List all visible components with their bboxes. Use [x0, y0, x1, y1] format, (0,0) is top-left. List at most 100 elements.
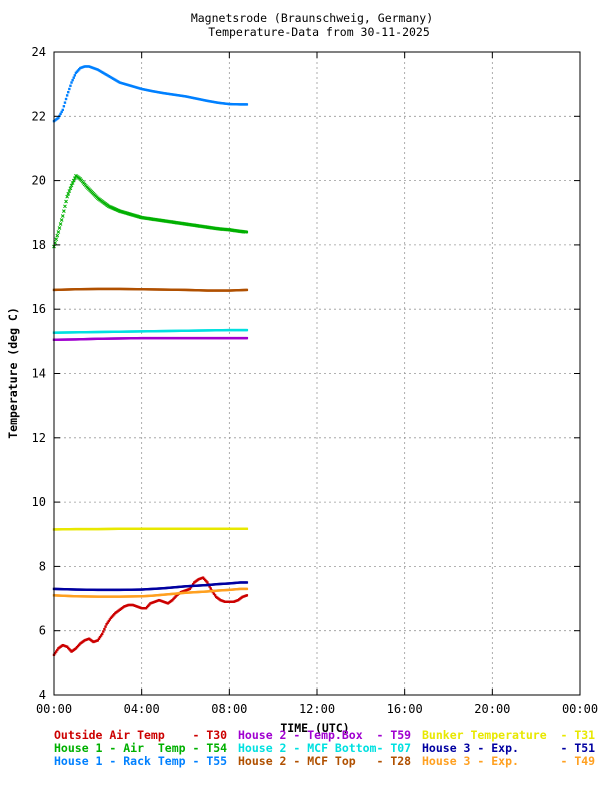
series-T30	[52, 576, 249, 657]
y-tick-label: 6	[39, 624, 46, 638]
data-point	[63, 101, 67, 104]
data-point	[102, 630, 105, 633]
data-point	[245, 328, 249, 332]
data-point	[76, 644, 80, 648]
data-point	[201, 576, 205, 579]
data-point	[107, 619, 110, 623]
data-point	[245, 336, 249, 340]
data-point	[71, 78, 74, 82]
data-point	[113, 613, 116, 616]
data-point	[67, 189, 72, 193]
data-point	[72, 76, 75, 79]
data-point	[67, 90, 70, 94]
series-T59	[52, 336, 249, 341]
data-point	[110, 615, 114, 618]
data-point	[54, 237, 59, 242]
data-point	[55, 233, 60, 238]
legend-entry: House 1 - Air Temp - T54	[54, 741, 227, 755]
data-point	[174, 595, 177, 598]
data-point	[108, 618, 112, 621]
data-point	[65, 94, 69, 97]
data-point	[173, 596, 176, 599]
data-point	[202, 577, 206, 581]
legend-entry: House 2 - Temp.Box - T59	[238, 728, 411, 742]
data-point	[105, 623, 108, 626]
data-point	[57, 116, 60, 120]
data-point	[54, 650, 58, 653]
data-point	[59, 218, 64, 222]
data-point	[109, 616, 113, 620]
legend-entry: Outside Air Temp - T30	[54, 728, 227, 742]
y-tick-label: 24	[32, 45, 46, 59]
data-point	[101, 632, 104, 636]
data-point	[245, 581, 249, 584]
data-point	[71, 178, 76, 183]
y-tick-label: 20	[32, 174, 46, 188]
data-point	[245, 527, 249, 530]
data-point	[62, 105, 66, 108]
data-point	[69, 649, 72, 652]
data-point	[64, 199, 68, 204]
y-tick-label: 18	[32, 238, 46, 252]
data-point	[98, 635, 102, 639]
data-point	[53, 652, 57, 655]
data-point	[74, 71, 78, 75]
x-tick-label: 20:00	[474, 702, 510, 716]
data-point	[60, 214, 65, 218]
data-point	[74, 647, 78, 650]
data-point	[63, 204, 67, 209]
data-point	[67, 646, 70, 650]
data-point	[75, 70, 79, 73]
legend-entry: Bunker Temperature - T31	[422, 728, 595, 742]
series-T54	[52, 173, 249, 249]
x-tick-label: 16:00	[387, 702, 423, 716]
data-point	[245, 594, 249, 597]
data-point	[56, 648, 59, 652]
data-point	[204, 578, 207, 582]
data-point	[96, 639, 100, 642]
y-tick-label: 14	[32, 367, 46, 381]
x-tick-label: 04:00	[124, 702, 160, 716]
data-point	[188, 587, 192, 591]
data-point	[73, 74, 77, 77]
data-point	[97, 637, 101, 640]
data-point	[70, 181, 75, 185]
x-axis-label: TIME (UTC)	[280, 721, 349, 735]
data-point	[209, 587, 212, 590]
legend-entry: House 2 - MCF Bottom- T07	[238, 741, 411, 755]
gridlines	[54, 52, 580, 695]
y-tick-label: 22	[32, 109, 46, 123]
y-axis-ticks: 4 6 8 10 12 14 16 18 20 22 24	[32, 45, 580, 702]
legend-entry: House 2 - MCF Top - T28	[238, 754, 411, 768]
series-T49	[52, 587, 249, 598]
data-point	[65, 645, 69, 648]
x-axis-ticks: 00:00 04:00 08:00 12:00 16:00 20:00 00:00	[36, 52, 598, 716]
data-point	[103, 627, 106, 631]
y-tick-label: 12	[32, 431, 46, 445]
data-point	[57, 226, 62, 230]
y-tick-label: 10	[32, 495, 46, 509]
series-T51	[52, 581, 249, 592]
chart-title: Magnetsrode (Braunschweig, Germany)	[191, 11, 433, 25]
data-point	[245, 103, 249, 106]
data-point	[78, 68, 81, 71]
legend-entry: House 1 - Rack Temp - T55	[54, 754, 227, 768]
data-point	[68, 647, 71, 651]
y-axis-label: Temperature (deg C)	[6, 307, 20, 439]
chart-subtitle: Temperature-Data from 30-11-2025	[208, 25, 430, 39]
data-point	[104, 625, 107, 628]
data-point	[75, 645, 79, 649]
data-point	[245, 230, 249, 234]
data-point	[191, 582, 195, 586]
data-point	[208, 585, 211, 588]
data-point	[59, 112, 62, 116]
data-point	[189, 586, 193, 589]
legend-entry: House 3 - Exp. - T51	[422, 741, 595, 755]
data-point	[145, 605, 149, 609]
x-tick-label: 12:00	[299, 702, 335, 716]
series-T28	[52, 287, 249, 292]
data-point	[171, 598, 174, 602]
data-point	[58, 222, 63, 226]
data-point	[62, 209, 66, 213]
data-point	[99, 634, 103, 637]
